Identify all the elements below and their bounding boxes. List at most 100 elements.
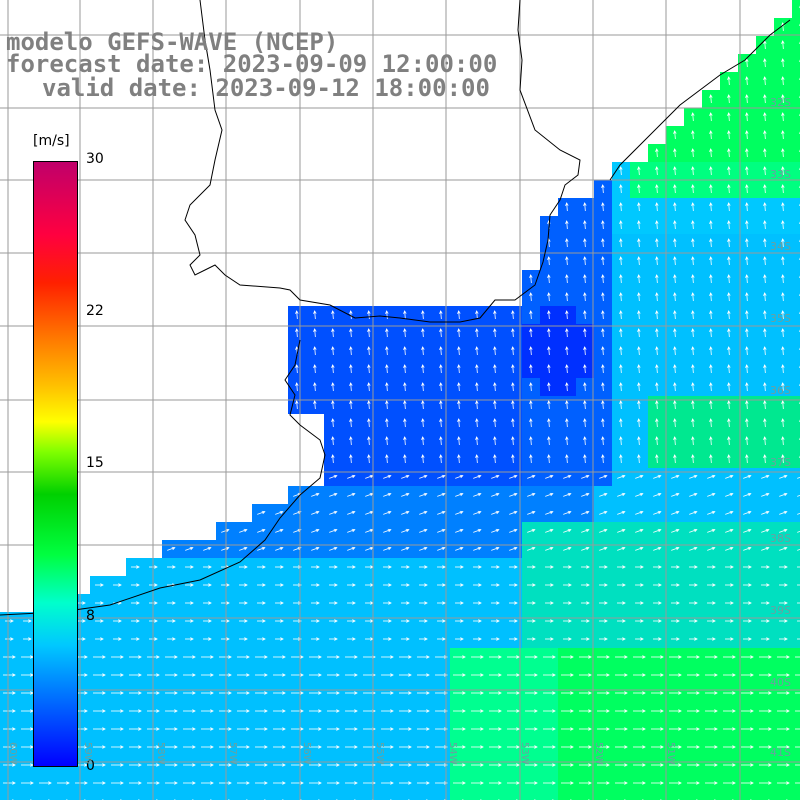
wind-arrow xyxy=(655,328,659,338)
wind-arrow xyxy=(671,474,680,479)
wind-arrow xyxy=(347,492,356,497)
wind-arrow xyxy=(237,709,250,713)
wind-arrow xyxy=(167,546,176,551)
wind-arrow xyxy=(239,565,248,569)
wind-arrow xyxy=(421,382,425,392)
wind-arrow xyxy=(655,418,659,428)
wind-arrow xyxy=(421,400,425,410)
wind-arrow xyxy=(545,546,554,551)
field-cell xyxy=(630,792,648,800)
wind-arrow xyxy=(475,454,479,464)
wind-arrow xyxy=(439,364,443,374)
wind-arrow xyxy=(219,655,232,659)
wind-arrow xyxy=(221,637,230,641)
wind-arrow xyxy=(313,400,317,410)
wind-arrow xyxy=(653,474,662,479)
wind-arrow xyxy=(257,546,266,551)
coastline-south xyxy=(0,339,326,616)
wind-arrow xyxy=(167,619,176,623)
wind-arrow xyxy=(617,601,626,605)
wind-arrow xyxy=(725,601,734,605)
wind-arrow xyxy=(727,184,731,194)
wind-arrow xyxy=(329,601,338,605)
wind-arrow xyxy=(93,727,106,731)
wind-arrow xyxy=(327,709,340,713)
field-cell xyxy=(540,792,558,800)
wind-arrow xyxy=(797,566,800,568)
wind-arrow xyxy=(691,346,695,356)
wind-arrow xyxy=(777,781,790,785)
wind-arrow xyxy=(309,673,322,677)
wind-arrow xyxy=(201,727,214,731)
wind-arrow xyxy=(619,310,623,320)
wind-arrow xyxy=(635,492,644,497)
wind-arrow xyxy=(635,619,644,623)
wind-arrow xyxy=(93,709,106,713)
wind-arrow xyxy=(707,492,716,497)
wind-arrow xyxy=(797,548,800,551)
wind-arrow xyxy=(39,781,52,785)
wind-arrow xyxy=(347,601,356,605)
wind-arrow xyxy=(491,546,500,551)
wind-arrow xyxy=(671,528,680,533)
wind-arrow xyxy=(655,148,659,158)
wind-arrow xyxy=(635,601,644,605)
wind-arrow xyxy=(565,454,569,464)
wind-arrow xyxy=(673,400,677,410)
wind-arrow xyxy=(619,346,623,356)
wind-arrow xyxy=(493,436,497,446)
field-cell xyxy=(792,306,800,324)
wind-arrow xyxy=(745,364,749,374)
wind-arrow xyxy=(527,492,536,497)
wind-arrow xyxy=(779,474,788,479)
wind-arrow xyxy=(291,709,304,713)
wind-arrow xyxy=(543,691,556,695)
wind-arrow xyxy=(239,637,248,641)
wind-arrow xyxy=(185,637,194,641)
wind-arrow xyxy=(419,546,428,551)
wind-arrow xyxy=(403,400,407,410)
wind-arrow xyxy=(561,673,574,677)
wind-arrow xyxy=(455,546,464,551)
wind-arrow xyxy=(331,364,335,374)
wind-arrow xyxy=(669,763,682,767)
wind-arrow xyxy=(707,546,716,551)
wind-arrow xyxy=(635,546,644,551)
wind-arrow xyxy=(673,310,677,320)
wind-arrow xyxy=(543,709,556,713)
wind-arrow xyxy=(131,619,140,623)
field-cell xyxy=(792,216,800,234)
wind-arrow xyxy=(727,364,731,374)
wind-arrow xyxy=(509,492,518,497)
field-cell xyxy=(36,792,54,800)
field-cell xyxy=(792,108,800,126)
wind-arrow xyxy=(327,781,340,785)
lon-label: 55W xyxy=(374,742,385,765)
wind-arrow xyxy=(3,745,16,749)
field-cell xyxy=(306,792,324,800)
wind-arrow xyxy=(437,510,446,515)
wind-arrow xyxy=(167,565,176,569)
wind-arrow xyxy=(345,745,358,749)
wind-arrow xyxy=(527,637,536,641)
field-cell xyxy=(414,792,432,800)
wind-arrow xyxy=(561,655,574,659)
wind-arrow xyxy=(437,619,446,623)
wind-arrow xyxy=(763,148,767,158)
wind-arrow xyxy=(741,673,754,677)
wind-arrow xyxy=(673,166,677,176)
field-cell xyxy=(774,792,792,800)
wind-arrow xyxy=(671,583,680,587)
wind-arrow xyxy=(509,546,518,551)
wind-arrow xyxy=(385,382,389,392)
wind-arrow xyxy=(311,510,320,515)
wind-arrow xyxy=(509,528,518,533)
wind-arrow xyxy=(219,673,232,677)
wind-arrow xyxy=(635,528,644,533)
wind-arrow xyxy=(723,655,736,659)
wind-arrow xyxy=(255,709,268,713)
wind-arrow xyxy=(529,400,533,410)
wind-arrow xyxy=(367,346,371,356)
wind-arrow xyxy=(637,238,641,248)
wind-arrow xyxy=(687,673,700,677)
